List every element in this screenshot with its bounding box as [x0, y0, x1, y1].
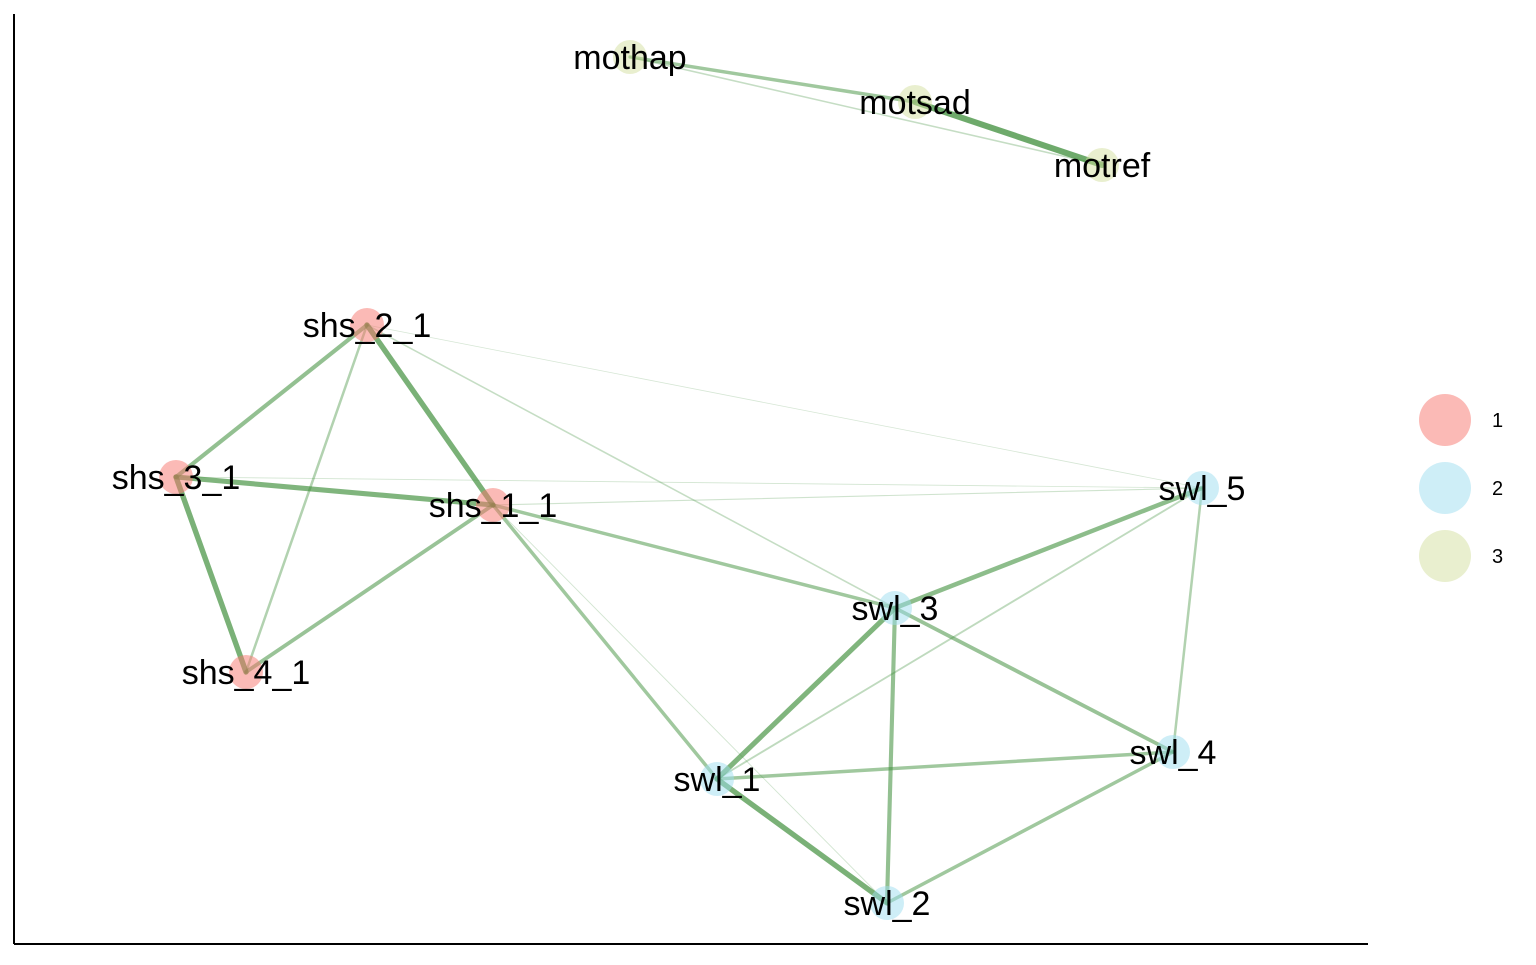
node-shs_1_1: [476, 488, 510, 522]
node-swl_1: [700, 762, 734, 796]
legend-label-2: 2: [1492, 478, 1503, 500]
node-swl_3: [878, 591, 912, 625]
label-layer: mothapmotsadmotrefshs_2_1shs_3_1shs_1_1s…: [112, 39, 1246, 923]
edge-swl_5-swl_1: [716, 487, 1203, 780]
edge-shs_3_1-shs_4_1: [173, 474, 249, 675]
node-label-swl_5: swl_5: [1159, 470, 1246, 508]
edge-swl_2-swl_4: [885, 750, 1175, 905]
legend-label-1: 1: [1492, 410, 1503, 432]
node-label-shs_3_1: shs_3_1: [112, 459, 241, 497]
edge-layer: [173, 55, 1205, 906]
node-motsad: [898, 85, 932, 119]
node-swl_2: [870, 886, 904, 920]
edge-mothap-motref: [629, 56, 1103, 166]
node-label-swl_1: swl_1: [674, 761, 761, 799]
node-swl_4: [1156, 735, 1190, 769]
node-label-mothap: mothap: [573, 39, 686, 77]
edge-shs_2_1-shs_3_1: [173, 322, 370, 480]
node-label-motref: motref: [1054, 147, 1151, 185]
edge-shs_3_1-swl_5: [175, 476, 1203, 489]
plot-axes: [13, 14, 1368, 945]
edge-shs_1_1-swl_1: [491, 503, 719, 781]
node-label-swl_2: swl_2: [844, 885, 931, 923]
edge-shs_2_1-swl_5: [366, 324, 1203, 489]
legend-swatch-1: [1419, 394, 1471, 446]
node-shs_3_1: [159, 460, 193, 494]
node-label-swl_4: swl_4: [1130, 734, 1217, 772]
node-swl_5: [1185, 471, 1219, 505]
node-mothap: [613, 40, 647, 74]
edge-mothap-motsad: [628, 55, 917, 104]
edge-shs_3_1-shs_1_1: [173, 474, 496, 508]
node-label-motsad: motsad: [859, 84, 971, 122]
edge-shs_1_1-swl_3: [491, 503, 897, 610]
legend-label-3: 3: [1492, 546, 1503, 568]
node-shs_4_1: [229, 655, 263, 689]
edge-shs_2_1-shs_1_1: [364, 322, 496, 508]
edge-shs_1_1-swl_5: [492, 487, 1203, 506]
legend: 1 2 3: [1419, 394, 1503, 582]
node-shs_2_1: [350, 308, 384, 342]
edge-swl_3-swl_2: [884, 605, 898, 906]
edge-motsad-motref: [911, 98, 1106, 169]
edge-shs_2_1-swl_3: [366, 324, 896, 609]
legend-swatch-3: [1419, 530, 1471, 582]
node-label-swl_3: swl_3: [852, 590, 939, 628]
node-motref: [1085, 148, 1119, 182]
node-label-shs_1_1: shs_1_1: [429, 487, 558, 525]
edge-swl_3-swl_1: [714, 605, 898, 782]
edge-shs_1_1-shs_4_1: [244, 503, 495, 674]
node-label-shs_2_1: shs_2_1: [303, 307, 432, 345]
edge-swl_1-swl_4: [715, 750, 1175, 781]
edge-swl_3-swl_4: [893, 606, 1175, 754]
edge-swl_5-swl_4: [1171, 486, 1204, 754]
edge-swl_1-swl_2: [714, 776, 890, 906]
node-layer: [159, 40, 1219, 920]
node-label-shs_4_1: shs_4_1: [182, 654, 311, 692]
legend-swatch-2: [1419, 462, 1471, 514]
edge-shs_1_1-swl_2: [492, 504, 888, 904]
edge-swl_5-swl_3: [892, 485, 1205, 611]
edge-shs_2_1-shs_4_1: [244, 323, 369, 674]
